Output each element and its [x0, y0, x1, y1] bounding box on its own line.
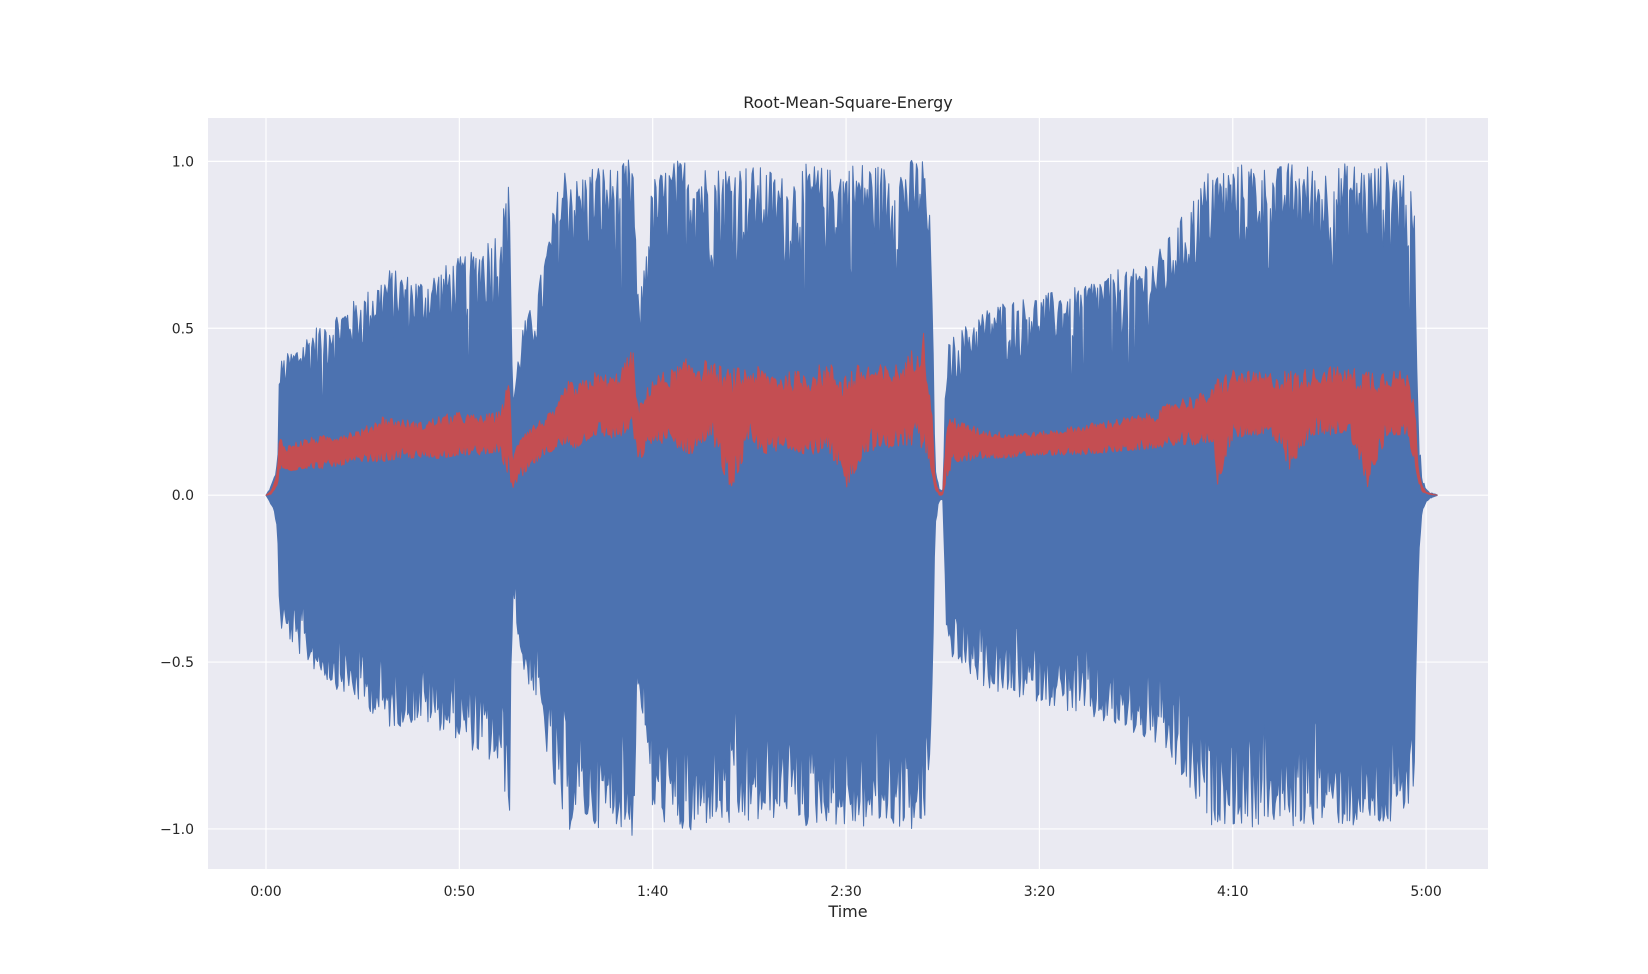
- x-tick-label: 2:30: [830, 884, 861, 900]
- chart-title: Root-Mean-Square-Energy: [743, 93, 953, 112]
- y-tick-label: −1.0: [160, 822, 194, 838]
- y-tick-label: 0.5: [172, 321, 194, 337]
- x-tick-label: 4:10: [1217, 884, 1248, 900]
- x-tick-label: 0:00: [250, 884, 281, 900]
- series-layer: [265, 159, 1438, 836]
- x-tick-label: 5:00: [1410, 884, 1441, 900]
- rms-series: [265, 332, 1438, 496]
- x-tick-label: 0:50: [444, 884, 475, 900]
- x-tick-label: 1:40: [637, 884, 668, 900]
- x-tick-label: 3:20: [1024, 884, 1055, 900]
- tick-layer: 0:00 0:50 1:40 2:30 3:20 4:10 5:00 1.0 0.5 0.0 −0.…: [160, 154, 1442, 900]
- x-axis-label: Time: [827, 902, 867, 921]
- y-tick-label: 1.0: [172, 154, 194, 170]
- y-tick-label: −0.5: [160, 655, 194, 671]
- y-tick-label: 0.0: [172, 488, 194, 504]
